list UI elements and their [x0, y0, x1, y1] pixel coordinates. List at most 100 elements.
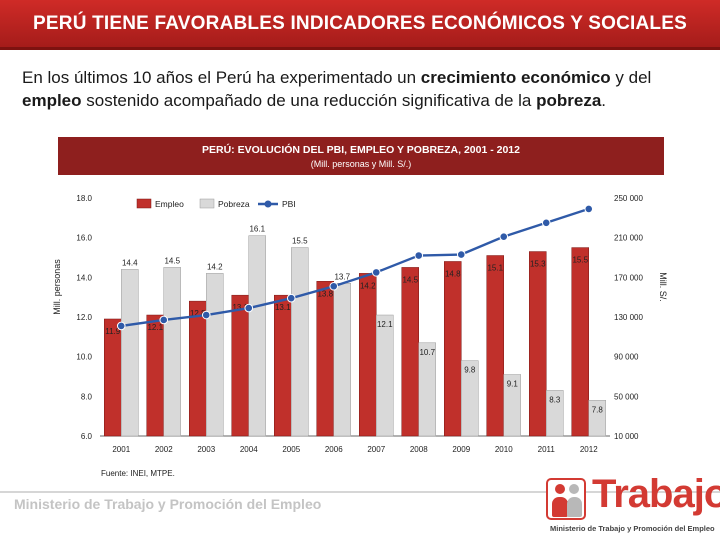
bar-pobreza — [376, 314, 394, 437]
x-tick-label: 2002 — [155, 445, 173, 454]
label-pobreza: 14.5 — [164, 256, 180, 265]
label-pobreza: 13.7 — [334, 272, 350, 281]
y2-tick-label: 90 000 — [614, 353, 639, 362]
label-empleo: 14.5 — [402, 275, 418, 284]
bar-pobreza — [121, 269, 139, 437]
bar-empleo — [359, 273, 377, 437]
y-tick-label: 8.0 — [81, 392, 93, 401]
y2-tick-label: 10 000 — [614, 432, 639, 441]
bar-pobreza — [291, 247, 309, 437]
label-empleo: 15.5 — [572, 256, 588, 265]
intro-paragraph: En los últimos 10 años el Perú ha experi… — [22, 68, 652, 110]
chart-header: PERÚ: EVOLUCIÓN DEL PBI, EMPLEO Y POBREZ… — [58, 137, 664, 175]
legend-label-pobreza: Pobreza — [218, 199, 250, 209]
x-tick-label: 2007 — [367, 445, 385, 454]
label-empleo: 11.9 — [105, 327, 121, 336]
bar-empleo — [316, 281, 334, 437]
bar-pobreza — [333, 283, 351, 437]
y-tick-label: 18.0 — [76, 194, 92, 203]
y2-tick-label: 250 000 — [614, 194, 643, 203]
bar-pobreza — [163, 267, 181, 437]
y-tick-label: 16.0 — [76, 234, 92, 243]
logo-subtitle: Ministerio de Trabajo y Promoción del Em… — [550, 524, 715, 533]
bar-empleo — [444, 261, 462, 437]
y2-tick-label: 210 000 — [614, 234, 643, 243]
point-pbi — [286, 293, 296, 303]
point-pbi — [541, 218, 551, 228]
chart-subtitle: (Mill. personas y Mill. S/.) — [310, 159, 412, 169]
bar-pobreza — [418, 342, 436, 437]
point-pbi — [499, 232, 509, 241]
label-empleo: 13.8 — [317, 289, 333, 298]
label-pobreza: 9.8 — [464, 366, 476, 375]
bar-empleo — [189, 300, 207, 437]
point-pbi — [116, 321, 126, 331]
x-tick-label: 2003 — [197, 445, 215, 454]
legend-label-empleo: Empleo — [155, 199, 184, 209]
y-tick-label: 10.0 — [76, 353, 92, 362]
y-axis-label: Mill. personas — [52, 259, 62, 315]
footer-ministry-name: Ministerio de Trabajo y Promoción del Em… — [14, 496, 322, 512]
x-tick-label: 2008 — [410, 445, 428, 454]
chart-source: Fuente: INEI, MTPE. — [101, 469, 175, 478]
slide-title: PERÚ TIENE FAVORABLES INDICADORES ECONÓM… — [0, 0, 720, 50]
x-tick-label: 2011 — [538, 445, 556, 454]
label-empleo: 15.1 — [487, 264, 503, 273]
y2-axis-label: Mill. S/. — [658, 272, 668, 302]
bar-empleo — [146, 314, 164, 437]
y2-tick-label: 170 000 — [614, 273, 643, 282]
x-tick-label: 2004 — [240, 445, 258, 454]
bar-empleo — [401, 267, 419, 437]
bar-pobreza — [248, 235, 266, 437]
x-tick-label: 2005 — [282, 445, 300, 454]
label-pobreza: 7.8 — [592, 405, 604, 414]
bar-pobreza — [588, 400, 606, 437]
point-pbi — [329, 281, 339, 291]
y-tick-label: 6.0 — [81, 432, 93, 441]
y-tick-label: 14.0 — [76, 273, 92, 282]
x-tick-label: 2006 — [325, 445, 343, 454]
label-pobreza: 14.4 — [122, 258, 138, 267]
footer-divider — [0, 491, 720, 493]
y2-tick-label: 50 000 — [614, 392, 639, 401]
people-icon — [546, 478, 586, 520]
label-empleo: 13.1 — [275, 303, 291, 312]
x-tick-label: 2009 — [452, 445, 470, 454]
label-empleo: 15.3 — [530, 260, 546, 269]
trabajo-logo: Trabajo Ministerio de Trabajo y Promoció… — [546, 472, 720, 538]
legend-swatch-pobreza — [199, 198, 215, 209]
legend-label-pbi: PBI — [282, 199, 296, 209]
bar-pobreza — [206, 273, 224, 437]
bar-pobreza — [546, 390, 564, 437]
label-pobreza: 8.3 — [549, 395, 561, 404]
point-pbi — [414, 251, 424, 260]
y-tick-label: 12.0 — [76, 313, 92, 322]
label-empleo: 12.8 — [190, 309, 206, 318]
bar-empleo — [231, 294, 249, 437]
label-pobreza: 16.1 — [249, 225, 265, 234]
point-pbi — [584, 204, 594, 214]
bar-pobreza — [461, 360, 479, 437]
label-pobreza: 14.2 — [207, 262, 223, 271]
point-pbi — [159, 315, 169, 325]
x-tick-label: 2012 — [580, 445, 598, 454]
line-pbi — [121, 207, 590, 328]
bar-empleo — [104, 318, 122, 437]
point-pbi — [371, 268, 381, 277]
label-empleo: 14.8 — [445, 269, 461, 278]
bar-empleo — [486, 255, 504, 437]
label-pobreza: 10.7 — [419, 348, 435, 357]
point-pbi — [201, 310, 211, 320]
label-pobreza: 12.1 — [377, 320, 393, 329]
legend-marker-pbi — [264, 200, 272, 208]
bar-empleo — [274, 294, 292, 437]
y2-tick-label: 130 000 — [614, 313, 643, 322]
label-empleo: 14.2 — [360, 281, 376, 290]
label-pobreza: 15.5 — [292, 237, 308, 246]
point-pbi — [244, 303, 254, 313]
logo-word: Trabajo — [592, 472, 720, 516]
label-empleo: 12.1 — [147, 323, 163, 332]
label-empleo: 13.1 — [232, 303, 248, 312]
legend-swatch-empleo — [136, 198, 152, 209]
bar-empleo — [529, 251, 547, 437]
